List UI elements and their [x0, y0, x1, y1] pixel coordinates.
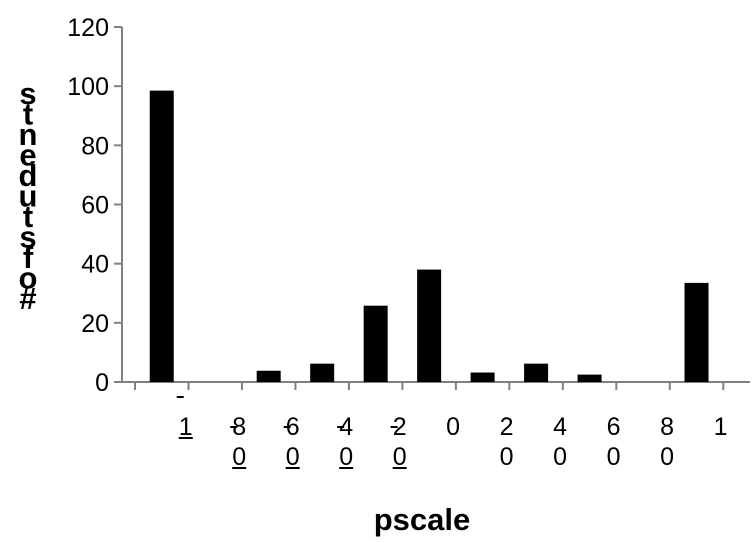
y-tick-label: 60 — [81, 192, 109, 220]
x-tick-label: 2 — [500, 413, 514, 441]
x-tick-label: 4 — [339, 413, 353, 441]
y-tick-label: 40 — [81, 251, 109, 279]
x-tick-label: 0 — [232, 443, 246, 471]
x-tick-label: 6 — [607, 413, 621, 441]
x-tick-label: 0 — [553, 443, 567, 471]
x-tick-label: 0 — [393, 443, 407, 471]
x-tick-label: 0 — [446, 413, 460, 441]
y-axis-title-glyph: o — [19, 261, 38, 296]
bars — [149, 90, 709, 383]
bar — [363, 305, 388, 382]
y-axis-title-glyph: t — [23, 97, 33, 132]
y-axis-title-glyph: s — [19, 220, 36, 255]
x-tick-label: 0 — [660, 443, 674, 471]
x-tick-label: 0 — [286, 443, 300, 471]
bar — [310, 363, 335, 382]
y-tick-label: 100 — [67, 73, 109, 101]
y-tick-label: 0 — [95, 369, 109, 397]
x-tick-label: 8 — [232, 413, 246, 441]
bar — [684, 282, 709, 382]
x-axis — [122, 381, 750, 390]
x-tick-label: 0 — [607, 443, 621, 471]
x-tick-label: 0 — [339, 443, 353, 471]
bar — [524, 363, 549, 382]
bar — [149, 90, 174, 383]
y-axis: 0 20 40 60 80 100 120 — [67, 14, 123, 397]
y-axis-title-glyph: s — [19, 76, 36, 111]
y-axis-title-glyph: f — [23, 240, 34, 275]
y-axis-title-glyph: d — [19, 158, 38, 193]
y-axis-title-glyph: e — [19, 138, 36, 173]
y-axis-title-glyph: # — [19, 281, 36, 316]
x-tick-label: 8 — [660, 413, 674, 441]
bar — [256, 370, 281, 382]
x-tick-label: 4 — [553, 413, 567, 441]
x-tick-label: 2 — [393, 413, 407, 441]
x-tick-label: 1 — [714, 413, 728, 441]
bar — [577, 374, 602, 382]
y-tick-label: 80 — [81, 132, 109, 160]
y-axis-title-glyph: u — [19, 179, 38, 214]
x-tick-label: 1 — [179, 413, 193, 441]
y-tick-label: 120 — [67, 14, 109, 42]
y-axis-title-glyph: n — [19, 117, 38, 152]
bar — [470, 372, 495, 382]
y-tick-label: 20 — [81, 310, 109, 338]
x-tick-label: 0 — [500, 443, 514, 471]
x-axis-title: pscale — [374, 502, 471, 537]
y-axis-title-glyph: t — [23, 199, 33, 234]
bar — [417, 269, 442, 382]
x-tick-label: 6 — [286, 413, 300, 441]
